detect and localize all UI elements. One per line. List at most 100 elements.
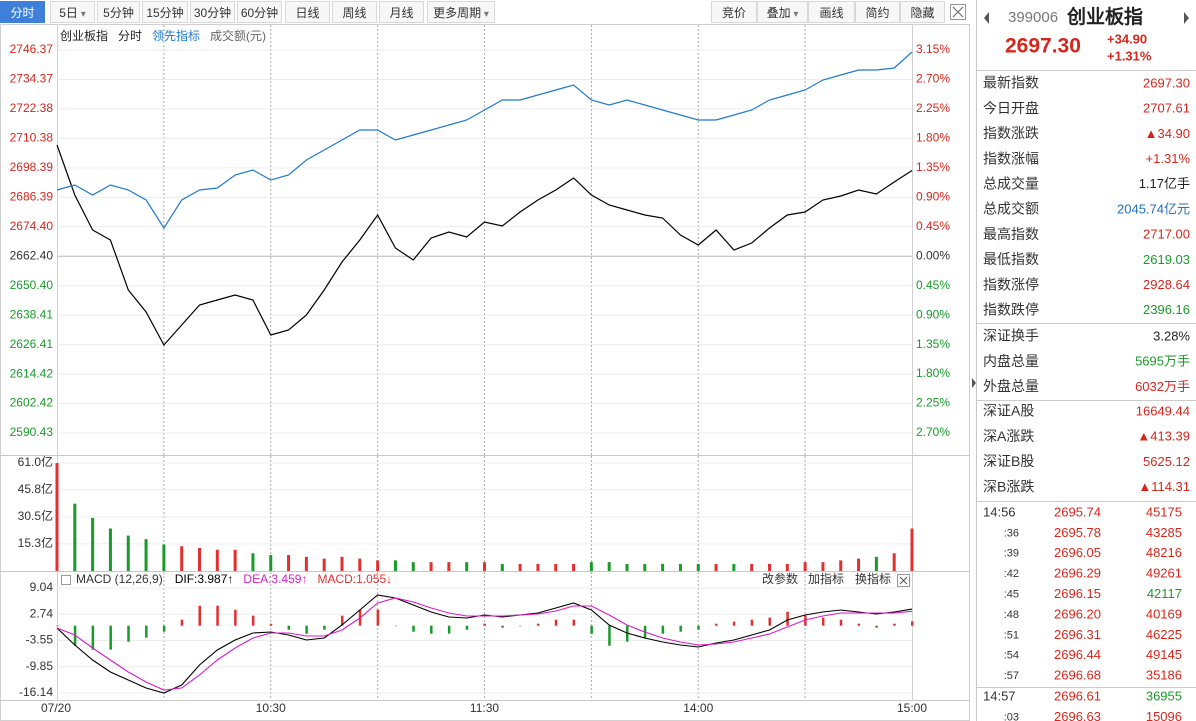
volume-bar (536, 563, 540, 571)
toolbar-button[interactable]: 画线 (808, 1, 855, 23)
stat-label: 指数涨幅 (983, 150, 1039, 166)
indicator-tool[interactable]: 改参数 (762, 571, 798, 586)
legend-item: 分时 (118, 29, 142, 43)
stat-label: 指数涨停 (983, 276, 1039, 292)
toolbar-button[interactable]: 5分钟 (97, 1, 140, 23)
macd-bar (483, 623, 486, 626)
macd-bar (857, 623, 861, 626)
toolbar-button[interactable]: 5日 (50, 1, 95, 23)
stat-label: 深证B股 (983, 453, 1034, 469)
toolbar-button[interactable]: 竞价 (711, 1, 757, 23)
toolbar-button[interactable]: 15分钟 (142, 1, 188, 23)
stat-value: 5625.12 (1143, 454, 1190, 469)
toolbar-button[interactable]: 60分钟 (237, 1, 282, 23)
y-tick-label: 2614.42 (10, 366, 54, 380)
volume-bar (180, 546, 184, 571)
volume-bar (73, 503, 77, 571)
stat-value: 2045.74亿元 (1117, 201, 1190, 216)
trade-volume: 36955 (1146, 688, 1182, 703)
y2-tick-label: 1.80% (916, 366, 950, 380)
stat-label: 最高指数 (983, 226, 1039, 242)
trade-price: 2695.74 (1054, 504, 1101, 519)
trade-volume: 43285 (1146, 525, 1182, 540)
macd-bar (750, 619, 754, 626)
volume-bar (821, 562, 825, 571)
y-tick-label: 2746.37 (10, 42, 54, 56)
toolbar-button[interactable]: 月线 (379, 1, 424, 23)
y-tick-label: -3.55 (26, 633, 54, 647)
volume-bar (643, 563, 647, 571)
y-tick-label: 2602.42 (10, 396, 54, 410)
toolbar-button[interactable]: 隐藏 (900, 1, 945, 23)
volume-bar (198, 547, 201, 571)
trade-time: :54 (1004, 650, 1019, 662)
stat-value: 2697.30 (1143, 75, 1190, 90)
stat-label: 最新指数 (983, 75, 1039, 91)
y2-tick-label: 2.25% (916, 396, 950, 410)
x-tick-label: 11:30 (470, 701, 499, 715)
y2-tick-label: 1.80% (916, 131, 950, 145)
macd-bar (608, 625, 611, 646)
trade-time: :45 (1004, 589, 1019, 601)
y-tick-label: 2650.40 (10, 278, 54, 292)
trade-price: 2696.68 (1054, 668, 1101, 683)
x-tick-label: 14:00 (683, 701, 713, 715)
macd-bar (661, 625, 665, 634)
macd-bar (430, 625, 433, 634)
macd-bar (893, 623, 896, 626)
y-tick-label: -16.14 (19, 685, 53, 699)
stock-code: 399006 (1008, 9, 1058, 26)
volume-bar (857, 558, 861, 571)
trade-time: :36 (1004, 527, 1019, 539)
toolbar-button[interactable]: 更多周期 (427, 1, 495, 23)
toolbar-button[interactable]: 分时 (0, 1, 45, 23)
toolbar-button[interactable]: 30分钟 (190, 1, 235, 23)
indicator-tool[interactable]: 加指标 (808, 571, 844, 586)
volume-bar (625, 563, 629, 571)
trade-volume: 48216 (1146, 545, 1182, 560)
collapse-arrow (972, 378, 976, 388)
stat-value: +1.31% (1146, 151, 1191, 166)
macd-bar (821, 617, 825, 626)
toolbar-button[interactable]: 简约 (855, 1, 900, 23)
toolbar-button[interactable]: 周线 (332, 1, 377, 23)
close-button (952, 6, 964, 18)
macd-bar (56, 625, 59, 627)
volume-bar (429, 562, 433, 571)
toolbar-button[interactable]: 叠加 (757, 1, 808, 23)
macd-icon (61, 575, 71, 585)
volume-bar (500, 563, 504, 571)
volume-bar (839, 560, 843, 571)
stat-value: ▲413.39 (1137, 429, 1190, 444)
stat-value: ▲114.31 (1138, 479, 1190, 494)
macd-bar (180, 619, 184, 626)
stat-value: 2717.00 (1143, 227, 1190, 242)
trade-price: 2696.15 (1054, 586, 1101, 601)
indicator-tool[interactable]: 换指标 (855, 571, 891, 586)
volume-bar (287, 555, 291, 571)
stat-label: 深证A股 (983, 403, 1034, 419)
volume-bar (910, 528, 914, 571)
volume-bar (750, 563, 754, 571)
y-tick-label: 2626.41 (10, 337, 54, 351)
macd-bar (109, 625, 112, 650)
macd-bar (91, 625, 95, 650)
toolbar-button[interactable]: 日线 (285, 1, 330, 23)
macd-bar (305, 625, 308, 634)
volume-bar (108, 528, 112, 571)
volume-bar (447, 562, 451, 571)
y2-tick-label: 0.45% (916, 219, 950, 233)
trade-price: 2696.20 (1054, 606, 1101, 621)
macd-bar (590, 625, 593, 634)
macd-bar (127, 625, 130, 642)
macd-bar (911, 621, 914, 626)
stat-value: 16649.44 (1136, 403, 1190, 418)
legend-item: 成交额(元) (210, 28, 266, 43)
stat-label: 深A涨跌 (983, 428, 1034, 444)
stat-value: 3.28% (1153, 328, 1190, 343)
y2-tick-label: 2.70% (916, 72, 950, 86)
trade-price: 2696.44 (1054, 647, 1101, 662)
macd-bar (732, 621, 736, 626)
macd-bar (679, 625, 682, 632)
trade-time: 14:56 (983, 504, 1016, 519)
